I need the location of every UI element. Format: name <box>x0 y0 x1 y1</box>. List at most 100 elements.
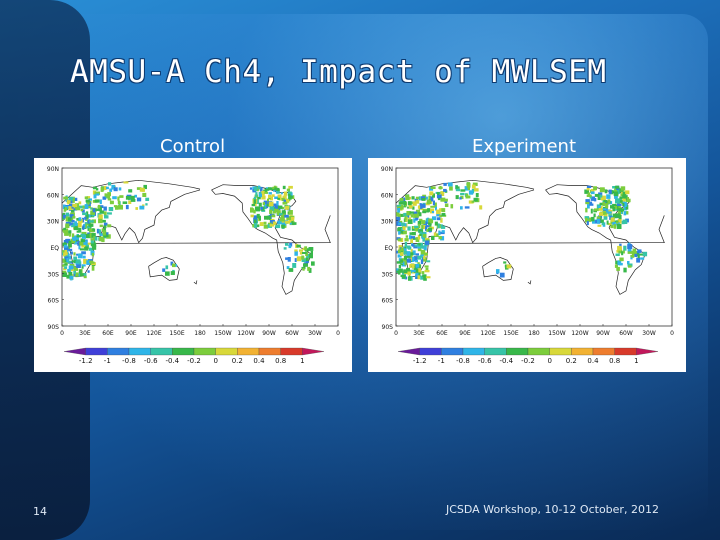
land-patch <box>253 219 257 225</box>
land-patch <box>104 215 109 219</box>
land-patch <box>411 244 415 247</box>
land-patch <box>91 252 94 257</box>
land-patch <box>73 270 76 275</box>
land-patch <box>397 254 402 258</box>
land-patch <box>621 251 624 256</box>
land-patch <box>398 201 404 205</box>
land-patch <box>93 236 96 241</box>
land-patch <box>128 189 133 193</box>
land-patch <box>119 195 124 198</box>
land-patch <box>64 246 69 251</box>
land-patch <box>272 203 277 207</box>
land-patch <box>455 195 459 200</box>
colorbar-label: -0.4 <box>165 357 179 365</box>
land-patch <box>398 222 402 225</box>
land-patch <box>76 218 80 221</box>
land-patch <box>290 217 295 221</box>
land-patch <box>622 219 628 224</box>
lon-tick-label: 0 <box>60 330 64 337</box>
land-patch <box>409 211 414 214</box>
land-patch <box>407 226 411 231</box>
land-patch <box>460 206 463 210</box>
lon-tick-label: 120W <box>237 330 254 337</box>
land-patch <box>64 232 69 236</box>
land-patch <box>274 205 279 209</box>
land-patch <box>594 193 600 197</box>
land-patch <box>598 206 603 211</box>
land-patch <box>436 194 442 199</box>
colorbar-label: 1 <box>634 357 638 365</box>
land-patch <box>122 201 128 204</box>
land-patch <box>417 234 421 240</box>
land-patch <box>253 196 257 200</box>
land-patch <box>625 190 630 195</box>
land-patch <box>422 210 427 214</box>
land-patch <box>71 222 75 228</box>
colorbar-swatch <box>571 347 594 356</box>
land-patch <box>400 251 404 256</box>
land-patch <box>606 194 611 199</box>
experiment-heading: Experiment <box>472 136 577 157</box>
land-patch <box>75 207 81 211</box>
land-patch <box>471 184 475 189</box>
land-patch <box>623 267 627 273</box>
land-patch <box>404 242 408 247</box>
land-patch <box>284 214 289 218</box>
land-patch <box>417 205 421 209</box>
land-patch <box>399 230 404 234</box>
colorbar-swatch <box>63 347 86 356</box>
land-patch <box>424 253 428 256</box>
land-patch <box>98 214 103 219</box>
land-patch <box>290 195 293 199</box>
land-patch <box>590 189 595 193</box>
land-patch <box>634 253 638 257</box>
land-patch <box>135 207 138 210</box>
land-patch <box>308 247 314 251</box>
land-patch <box>428 227 433 231</box>
land-patch <box>258 215 261 221</box>
land-patch <box>607 211 612 214</box>
land-patch <box>299 252 303 255</box>
land-patch <box>403 255 408 260</box>
land-patch <box>63 227 67 231</box>
land-patch <box>614 195 618 199</box>
land-patch <box>261 190 265 196</box>
lon-tick-label: 180 <box>194 330 206 337</box>
land-patch <box>397 249 401 254</box>
land-patch <box>424 265 429 268</box>
land-patch <box>64 249 68 253</box>
land-patch <box>424 270 430 273</box>
land-patch <box>430 208 434 214</box>
land-patch <box>96 228 100 234</box>
land-patch <box>255 206 260 212</box>
land-patch <box>97 204 101 209</box>
lat-tick-label: 60S <box>48 298 60 305</box>
land-patch <box>418 229 424 233</box>
land-patch <box>275 186 278 190</box>
land-patch <box>621 189 624 195</box>
lat-tick-label: 60S <box>382 298 394 305</box>
lon-tick-label: 60W <box>285 330 299 337</box>
land-patch <box>302 252 307 254</box>
land-patch <box>68 199 73 204</box>
land-patch <box>625 211 629 215</box>
land-patch <box>88 223 94 227</box>
land-patch <box>104 193 107 197</box>
land-patch <box>76 230 80 233</box>
land-patch <box>283 247 287 250</box>
land-patch <box>616 189 620 194</box>
land-patch <box>99 233 104 236</box>
land-patch <box>413 256 418 261</box>
land-patch <box>87 201 90 205</box>
land-patch <box>418 223 421 228</box>
land-patch <box>438 230 441 236</box>
colorbar-swatch <box>506 347 529 356</box>
land-patch <box>263 189 268 194</box>
land-patch <box>71 219 75 223</box>
land-patch <box>81 243 87 248</box>
land-patch <box>95 193 100 196</box>
land-patch <box>286 266 290 269</box>
land-patch <box>602 202 606 207</box>
land-patch <box>600 219 604 223</box>
land-patch <box>407 219 413 224</box>
